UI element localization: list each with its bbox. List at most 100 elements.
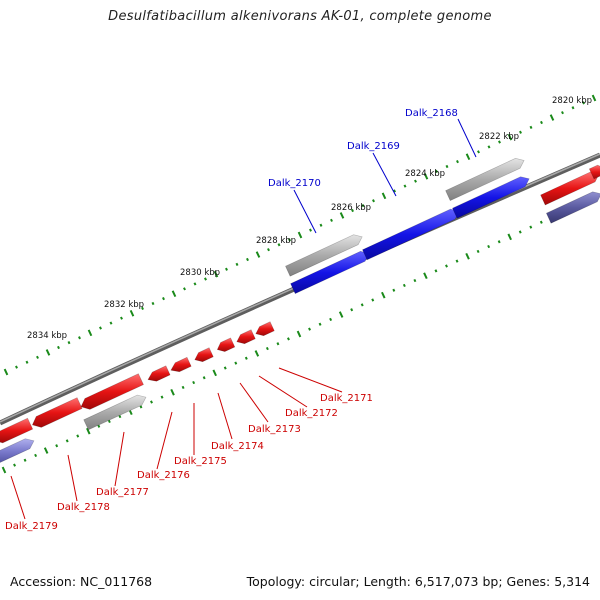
inner-ruler-tick (413, 278, 417, 283)
inner-ruler-tick (296, 330, 302, 338)
outer-ruler-tick (129, 309, 135, 317)
outer-ruler-tick (582, 101, 585, 105)
inner-ruler-tick (160, 395, 164, 399)
genome-summary: Topology: circular; Length: 6,517,073 bp… (246, 574, 590, 589)
outer-ruler-tick (225, 267, 228, 271)
outer-ruler-tick (540, 120, 543, 125)
inner-ruler-tick (43, 447, 49, 454)
outer-ruler-tick (25, 360, 29, 364)
inner-ruler-tick (529, 225, 533, 229)
genome-backbone (0, 152, 600, 426)
outer-ruler-tick (57, 345, 60, 350)
ruler-label: 2820 kbp (552, 96, 592, 106)
gene-arrow-hypothetical (83, 394, 147, 431)
gene-label-dalk-2178: Dalk_2178 (57, 502, 110, 513)
inner-ruler-tick (244, 356, 248, 360)
outer-ruler-tick (519, 130, 522, 134)
outer-ruler-tick (151, 301, 155, 306)
gene-label-dalk-2173: Dalk_2173 (248, 424, 301, 435)
gene-label-dalk-2174: Dalk_2174 (211, 441, 264, 452)
gene-arrow-dalk-2175 (170, 356, 192, 373)
inner-ruler-tick (392, 288, 396, 292)
gene-label-dalk-2179: Dalk_2179 (5, 521, 58, 532)
ruler-label: 2834 kbp (27, 331, 67, 341)
outer-ruler-tick (204, 277, 207, 281)
gene-label-dalk-2170: Dalk_2170 (268, 178, 321, 189)
outer-ruler-tick (162, 297, 165, 301)
inner-ruler-tick (350, 308, 354, 312)
ruler-label: 2824 kbp (405, 169, 445, 179)
gene-arrow-dalk-2177 (80, 373, 144, 410)
gene-arrow-dalk-2174 (194, 347, 214, 363)
ruler-label: 2826 kbp (331, 203, 371, 213)
ruler-label: 2832 kbp (104, 300, 144, 310)
gene-arrow-dalk-2173 (216, 337, 236, 352)
ruler-label: 2822 kbp (479, 132, 519, 142)
outer-ruler-tick (435, 169, 438, 173)
leader-line (372, 152, 397, 197)
outer-ruler-tick (393, 189, 396, 193)
inner-ruler-tick (287, 337, 290, 341)
gene-arrow-reverse (588, 164, 600, 180)
outer-ruler-tick (339, 212, 345, 219)
gene-label-dalk-2176: Dalk_2176 (137, 470, 190, 481)
gene-arrow-reverse (540, 171, 600, 206)
outer-ruler-tick (267, 248, 270, 252)
gene-label-dalk-2171: Dalk_2171 (320, 393, 373, 404)
inner-ruler-tick (518, 230, 522, 234)
outer-ruler-tick (15, 365, 18, 369)
leader-line (239, 382, 269, 423)
inner-ruler-tick (1, 466, 7, 474)
outer-ruler-tick (99, 326, 102, 330)
inner-ruler-tick (181, 385, 185, 390)
outer-ruler-tick (498, 140, 501, 144)
inner-ruler-tick (265, 346, 269, 351)
inner-ruler-tick (497, 240, 501, 244)
inner-ruler-tick (329, 317, 333, 322)
ruler-label: 2830 kbp (180, 268, 220, 278)
gene-arrow-dalk-2171 (255, 321, 275, 337)
gene-label-dalk-2168: Dalk_2168 (405, 108, 458, 119)
inner-ruler-tick (118, 414, 122, 419)
gene-label-dalk-2172: Dalk_2172 (285, 408, 338, 419)
inner-ruler-tick (434, 269, 438, 273)
leader-line (278, 367, 343, 393)
outer-ruler-tick (288, 238, 291, 242)
outer-ruler-tick (423, 172, 429, 180)
outer-ruler-tick (591, 94, 597, 102)
outer-ruler-tick (235, 262, 239, 266)
leader-line (10, 475, 26, 520)
leader-line (114, 431, 125, 487)
outer-ruler-tick (414, 179, 417, 183)
outer-ruler-tick (529, 125, 533, 129)
inner-ruler-tick (360, 303, 364, 307)
outer-ruler-tick (372, 199, 375, 203)
inner-ruler-tick (23, 458, 27, 462)
outer-ruler-tick (330, 218, 333, 222)
outer-ruler-tick (319, 223, 323, 227)
outer-ruler-tick (487, 145, 491, 149)
outer-ruler-tick (445, 164, 449, 169)
inner-ruler-tick (402, 283, 406, 288)
outer-ruler-tick (87, 329, 93, 337)
outer-ruler-tick (477, 150, 480, 154)
outer-ruler-tick (507, 133, 513, 141)
inner-ruler-tick (139, 405, 143, 409)
gene-arrow-dalk-2179 (0, 417, 34, 444)
outer-ruler-tick (45, 349, 51, 356)
inner-ruler-tick (371, 298, 375, 302)
inner-ruler-tick (13, 463, 16, 467)
inner-ruler-tick (55, 444, 59, 448)
gene-arrow-other (546, 191, 600, 224)
inner-ruler-tick (192, 380, 196, 385)
gene-arrow-dalk-2172 (236, 329, 256, 345)
outer-ruler-tick (277, 243, 281, 247)
gene-label-dalk-2177: Dalk_2177 (96, 487, 149, 498)
inner-ruler-tick (338, 311, 344, 318)
inner-ruler-tick (308, 327, 311, 331)
ruler-label: 2828 kbp (256, 236, 296, 246)
leader-line (293, 189, 317, 234)
inner-ruler-tick (234, 361, 238, 365)
